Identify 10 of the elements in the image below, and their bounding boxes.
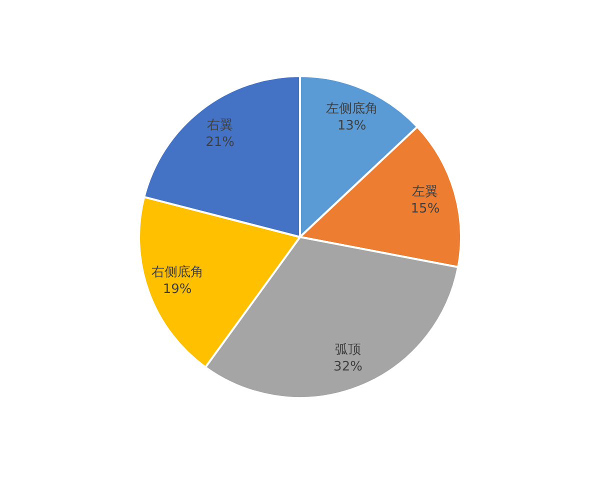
slice-label: 右翼 — [207, 118, 234, 133]
data-label: 32% — [334, 359, 362, 374]
slice-label: 左翼 — [412, 184, 438, 200]
data-label: 15% — [410, 202, 440, 217]
data-label: 13% — [337, 118, 366, 134]
slice-label: 右侧底角 — [151, 265, 204, 280]
slice-label: 弧顶 — [335, 342, 362, 358]
data-label: 19% — [162, 282, 192, 298]
slice-label: 左侧底角 — [326, 101, 378, 116]
data-label: 21% — [206, 134, 235, 150]
